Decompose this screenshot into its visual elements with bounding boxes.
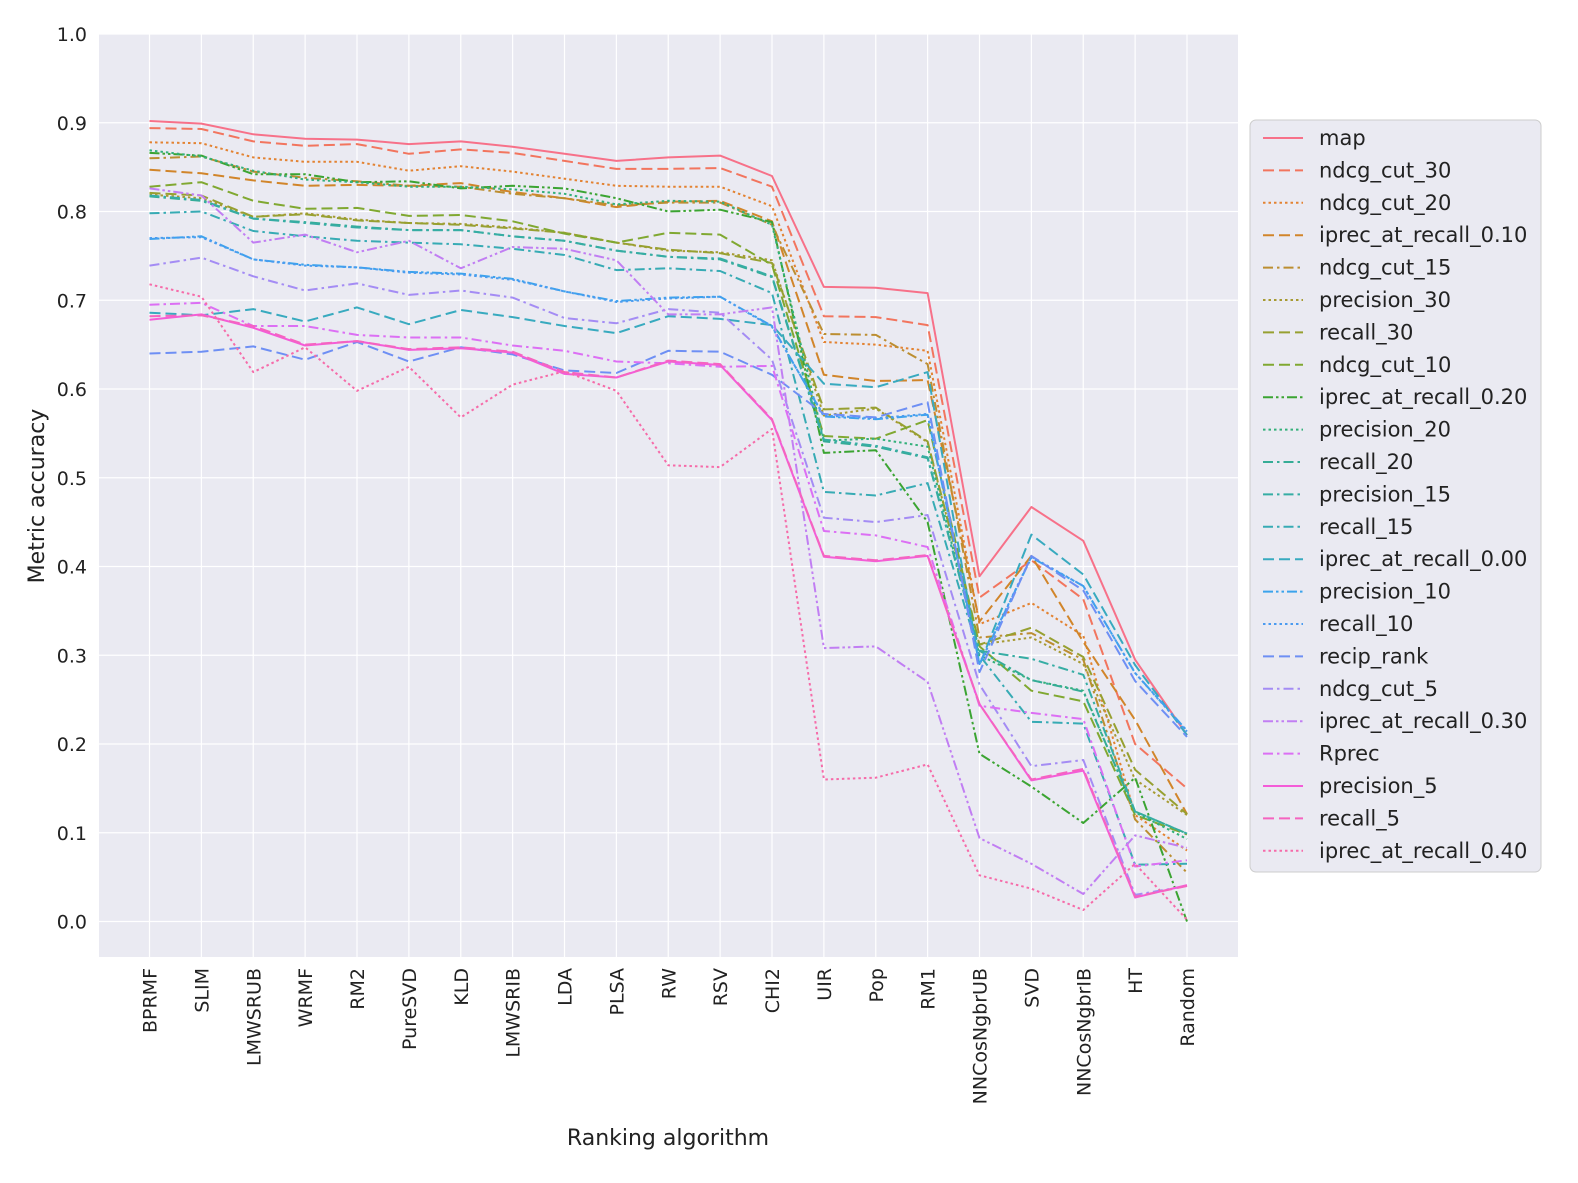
- series-line: [149, 306, 1188, 736]
- legend-entry-label: recip_rank: [1319, 644, 1429, 669]
- legend-entry-label: ndcg_cut_30: [1319, 158, 1451, 183]
- x-tick-label: HT: [1125, 968, 1147, 994]
- series-line: [149, 194, 1188, 835]
- legend-entry-label: ndcg_cut_15: [1319, 256, 1451, 281]
- series-line: [149, 283, 1188, 921]
- y-tick-label: 0.8: [57, 202, 87, 224]
- y-tick-label: 0.2: [57, 734, 87, 756]
- y-tick-label: 0.3: [57, 645, 87, 667]
- x-tick-label: SLIM: [191, 968, 213, 1013]
- x-tick-label: WRMF: [295, 968, 317, 1027]
- legend-entry-label: precision_5: [1319, 774, 1438, 799]
- x-tick-label: RSV: [710, 968, 732, 1006]
- series-lines: [149, 120, 1188, 922]
- series-line: [149, 181, 1188, 836]
- series-line: [149, 236, 1188, 733]
- series-line: [149, 149, 1188, 840]
- x-tick-label: Pop: [866, 968, 888, 1002]
- y-tick-label: 0.1: [57, 823, 87, 845]
- series-line: [149, 187, 1188, 895]
- y-tick-label: 0.6: [57, 379, 87, 401]
- y-axis-label: Metric accuracy: [25, 409, 50, 584]
- x-tick-label: Random: [1177, 968, 1199, 1047]
- legend-entry-label: iprec_at_recall_0.20: [1319, 385, 1527, 410]
- y-tick-labels: 0.0 0.1 0.2 0.3 0.4 0.5 0.6 0.7 0.8 0.9 1.0: [57, 24, 87, 934]
- x-tick-label: LDA: [555, 968, 577, 1006]
- y-tick-label: 0.4: [57, 557, 87, 579]
- x-tick-label: PureSVD: [399, 968, 421, 1050]
- legend-entry-label: recall_10: [1319, 612, 1413, 637]
- x-tick-label: LMWSRUB: [243, 968, 265, 1066]
- x-tick-label: CHI2: [762, 968, 784, 1013]
- legend-entry-label: iprec_at_recall_0.40: [1319, 839, 1527, 864]
- series-line: [149, 301, 1188, 868]
- y-tick-label: 1.0: [57, 24, 87, 46]
- legend: map ndcg_cut_30 ndcg_cut_20 iprec_at_recall…: [1249, 119, 1542, 873]
- legend-entry-label: recall_20: [1319, 450, 1413, 475]
- legend-entry-label: recall_30: [1319, 320, 1413, 345]
- series-line: [149, 141, 1188, 852]
- legend-entry-label: ndcg_cut_5: [1319, 677, 1438, 702]
- x-tick-label: KLD: [451, 968, 473, 1006]
- x-tick-label: RM2: [347, 968, 369, 1010]
- legend-entry-label: precision_30: [1319, 288, 1451, 313]
- x-tick-label: UIR: [814, 968, 836, 1001]
- series-line: [149, 151, 1188, 922]
- legend-entry-label: precision_15: [1319, 482, 1451, 507]
- series-line: [149, 341, 1188, 738]
- y-tick-label: 0.0: [57, 912, 87, 934]
- x-tick-labels: BPRMF SLIM LMWSRUB WRMF RM2 PureSVD KLD LMWSRIB…: [140, 968, 1200, 1105]
- legend-entry-label: map: [1319, 126, 1366, 150]
- x-tick-label: LMWSRIB: [503, 968, 525, 1058]
- x-tick-label: BPRMF: [140, 968, 162, 1033]
- x-axis-label: Ranking algorithm: [567, 1126, 769, 1151]
- legend-box: [1249, 119, 1542, 873]
- series-line: [149, 127, 1188, 790]
- x-tick-label: NNCosNgbrIB: [1073, 968, 1095, 1096]
- y-tick-label: 0.7: [57, 290, 87, 312]
- x-tick-label: SVD: [1021, 968, 1043, 1008]
- series-line: [149, 191, 1188, 815]
- y-tick-label: 0.9: [57, 113, 87, 135]
- grid-lines: [99, 33, 1238, 957]
- legend-entry-label: iprec_at_recall_0.30: [1319, 709, 1527, 734]
- x-tick-label: RW: [658, 968, 680, 999]
- x-tick-label: NNCosNgbrUB: [970, 968, 992, 1104]
- legend-entry-label: iprec_at_recall_0.10: [1319, 223, 1527, 248]
- legend-entry-label: recall_15: [1319, 515, 1413, 540]
- legend-entry-label: Rprec: [1319, 742, 1380, 766]
- legend-entry-label: iprec_at_recall_0.00: [1319, 547, 1527, 572]
- series-line: [149, 314, 1188, 898]
- legend-entry-label: precision_20: [1319, 418, 1451, 443]
- legend-entry-label: recall_5: [1319, 806, 1400, 831]
- x-tick-label: PLSA: [606, 968, 628, 1015]
- series-line: [149, 155, 1188, 874]
- series-line: [149, 256, 1188, 896]
- legend-entry-label: ndcg_cut_20: [1319, 191, 1451, 216]
- legend-entry-label: precision_10: [1319, 580, 1451, 605]
- x-tick-label: RM1: [918, 968, 940, 1010]
- legend-entry-label: ndcg_cut_10: [1319, 353, 1451, 378]
- series-line: [149, 120, 1188, 736]
- y-tick-label: 0.5: [57, 468, 87, 490]
